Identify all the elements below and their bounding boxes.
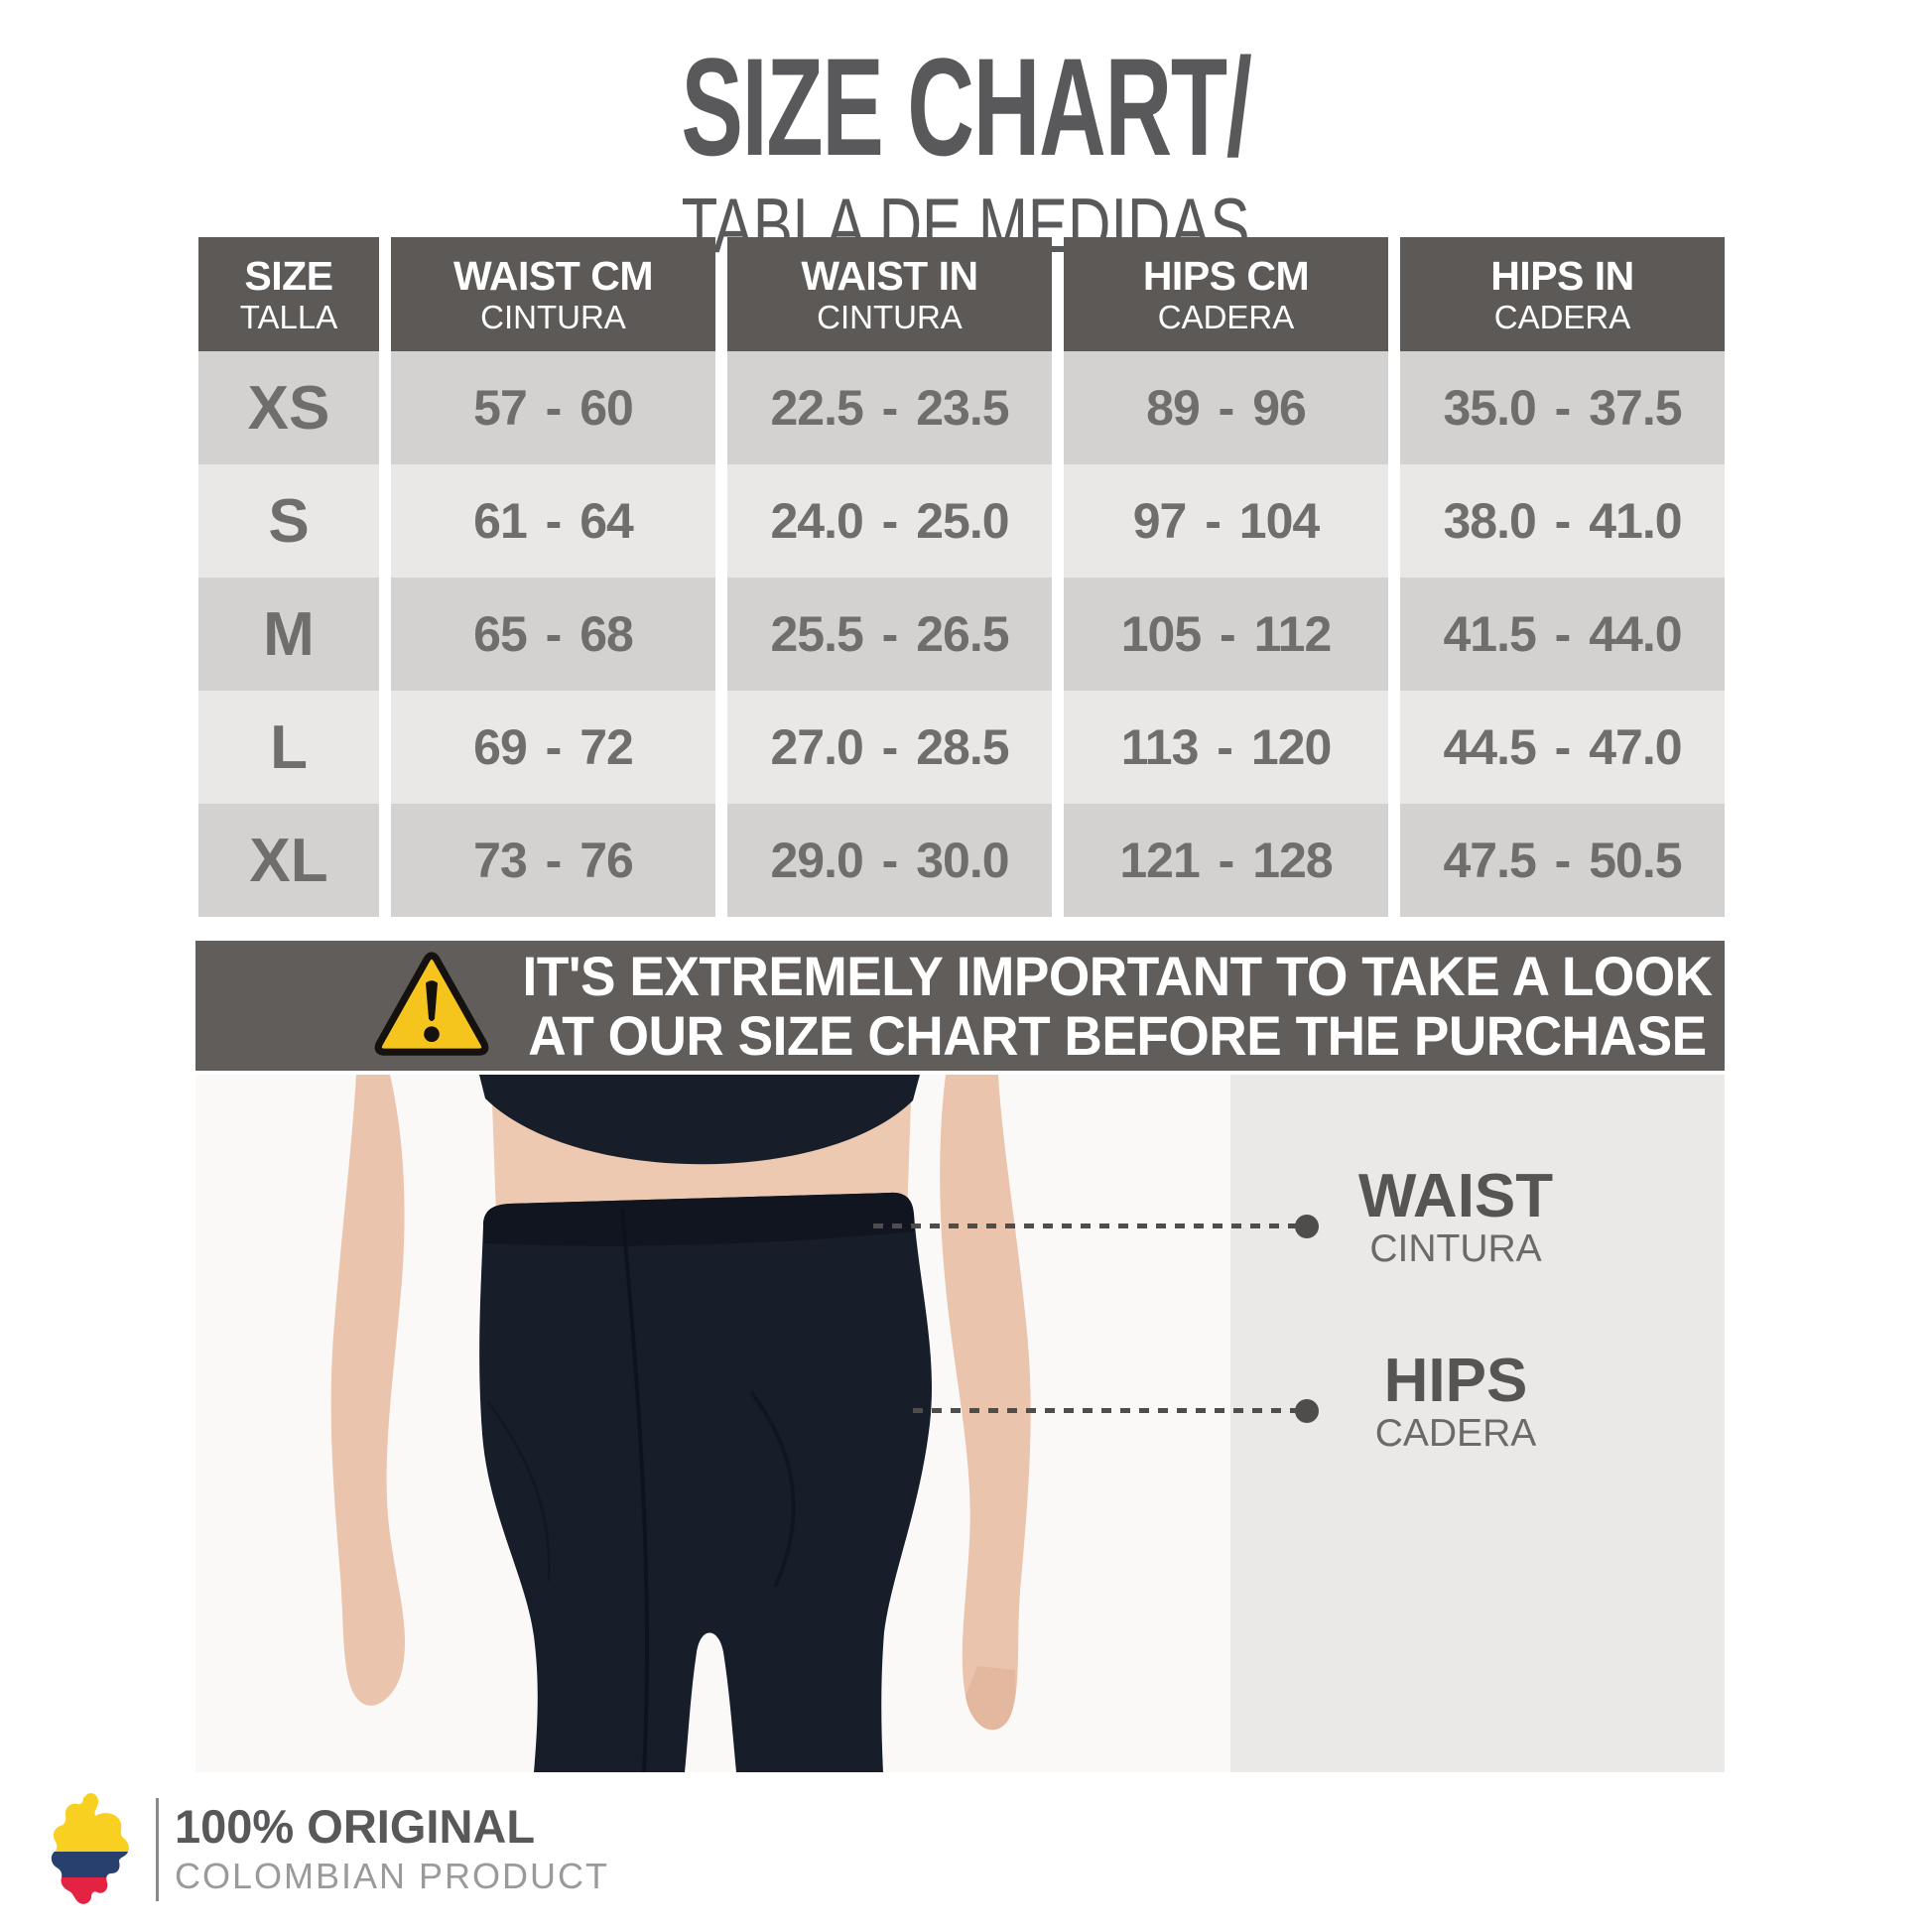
- table-row-xs-waist-cm: 57 - 60: [391, 351, 715, 464]
- waist-leader-line: [873, 1224, 1302, 1228]
- waist-label: WAIST CINTURA: [1357, 1162, 1554, 1271]
- table-row-xl-size: XL: [198, 804, 379, 917]
- table-row-xs-hips-in: 35.0 - 37.5: [1400, 351, 1725, 464]
- column-header-waist-cm: WAIST CM CINTURA: [391, 237, 715, 351]
- product-photo: [330, 1075, 1031, 1772]
- table-row-xs-waist-in: 22.5 - 23.5: [727, 351, 1052, 464]
- column-header-waist-in: WAIST IN CINTURA: [727, 237, 1052, 351]
- table-row-l-waist-in: 27.0 - 28.5: [727, 691, 1052, 804]
- table-row-s-waist-in: 24.0 - 25.0: [727, 464, 1052, 578]
- colombia-map-icon: [51, 1793, 129, 1904]
- table-row-m-hips-cm: 105 - 112: [1064, 578, 1388, 691]
- hips-leader-dot: [1295, 1399, 1319, 1423]
- footer-product-text: COLOMBIAN PRODUCT: [175, 1856, 610, 1897]
- table-row-l-hips-in: 44.5 - 47.0: [1400, 691, 1725, 804]
- warning-banner: IT'S EXTREMELY IMPORTANT TO TAKE A LOOK …: [195, 941, 1725, 1071]
- table-row-xs-hips-cm: 89 - 96: [1064, 351, 1388, 464]
- table-row-xs-size: XS: [198, 351, 379, 464]
- table-row-s-waist-cm: 61 - 64: [391, 464, 715, 578]
- waist-leader-dot: [1295, 1215, 1319, 1238]
- page-title-block: SIZE CHART/ TABLA DE MEDIDAS: [0, 29, 1931, 265]
- table-row-l-size: L: [198, 691, 379, 804]
- table-row-xl-hips-cm: 121 - 128: [1064, 804, 1388, 917]
- table-row-s-hips-in: 38.0 - 41.0: [1400, 464, 1725, 578]
- table-row-m-waist-cm: 65 - 68: [391, 578, 715, 691]
- hips-leader-line: [913, 1408, 1302, 1413]
- column-header-hips-in: HIPS IN CADERA: [1400, 237, 1725, 351]
- page-title: SIZE CHART/: [680, 29, 1251, 185]
- table-row-s-size: S: [198, 464, 379, 578]
- column-header-size: SIZE TALLA: [198, 237, 379, 351]
- table-row-l-hips-cm: 113 - 120: [1064, 691, 1388, 804]
- table-row-m-size: M: [198, 578, 379, 691]
- footer-original-text: 100% ORIGINAL: [175, 1799, 536, 1853]
- table-row-xl-hips-in: 47.5 - 50.5: [1400, 804, 1725, 917]
- warning-text: IT'S EXTREMELY IMPORTANT TO TAKE A LOOK …: [522, 944, 1714, 1067]
- table-row-xl-waist-in: 29.0 - 30.0: [727, 804, 1052, 917]
- table-row-l-waist-cm: 69 - 72: [391, 691, 715, 804]
- measurement-guide-section: WAIST CINTURA HIPS CADERA: [195, 1075, 1725, 1772]
- size-table: SIZE TALLA WAIST CM CINTURA WAIST IN CIN…: [198, 237, 1725, 917]
- column-header-hips-cm: HIPS CM CADERA: [1064, 237, 1388, 351]
- label-panel: [1230, 1075, 1725, 1772]
- table-row-s-hips-cm: 97 - 104: [1064, 464, 1388, 578]
- table-row-xl-waist-cm: 73 - 76: [391, 804, 715, 917]
- logo-divider: [156, 1798, 159, 1901]
- hips-label: HIPS CADERA: [1374, 1347, 1537, 1456]
- table-row-m-hips-in: 41.5 - 44.0: [1400, 578, 1725, 691]
- brand-footer: 100% ORIGINAL COLOMBIAN PRODUCT: [48, 1790, 609, 1909]
- table-row-m-waist-in: 25.5 - 26.5: [727, 578, 1052, 691]
- warning-triangle-icon: [372, 950, 491, 1062]
